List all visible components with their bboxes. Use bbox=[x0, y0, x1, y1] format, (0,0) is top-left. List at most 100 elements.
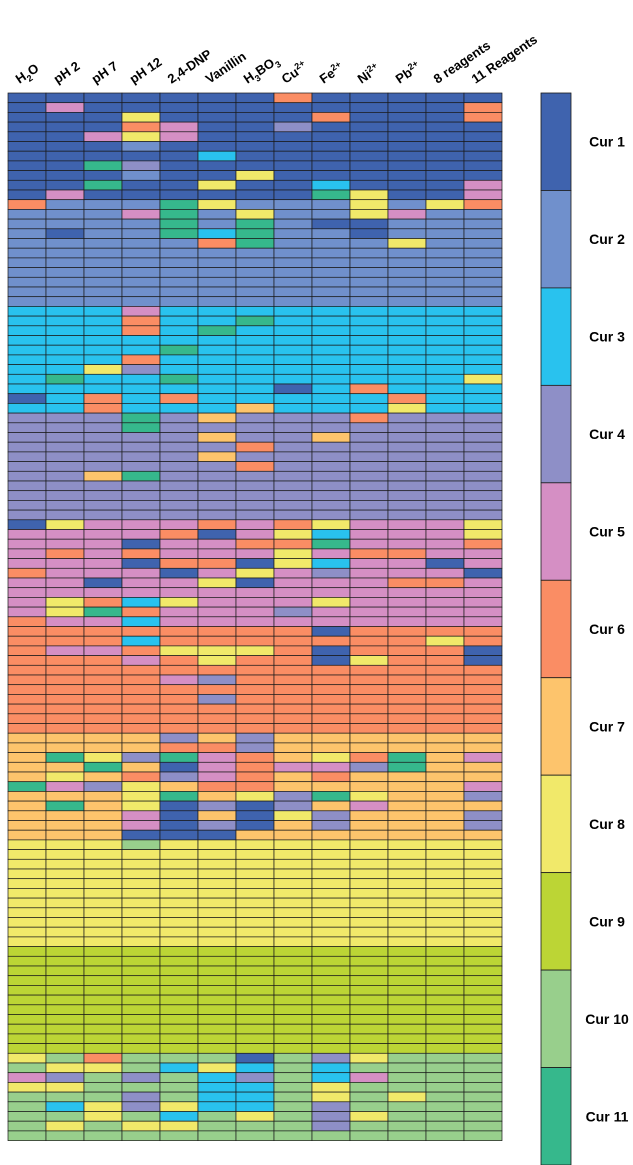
heatmap-cell bbox=[311, 228, 351, 239]
heatmap-cell bbox=[83, 917, 123, 928]
heatmap-cell bbox=[311, 839, 351, 850]
heatmap-cell bbox=[463, 820, 503, 831]
heatmap-cell bbox=[45, 461, 85, 472]
heatmap-cell bbox=[159, 829, 199, 841]
heatmap-cell bbox=[83, 1130, 123, 1141]
heatmap-cell bbox=[349, 548, 389, 559]
heatmap-cell bbox=[425, 1052, 465, 1064]
heatmap-cell bbox=[83, 538, 123, 550]
heatmap-cell bbox=[425, 694, 465, 705]
legend-label: Cur 7 bbox=[589, 718, 625, 734]
heatmap-cell bbox=[311, 102, 351, 113]
heatmap-cell bbox=[45, 364, 85, 375]
heatmap-cell bbox=[159, 868, 199, 880]
heatmap-cell bbox=[311, 703, 351, 715]
heatmap-cell bbox=[349, 306, 389, 317]
heatmap-cell bbox=[311, 1120, 351, 1132]
heatmap-cell bbox=[273, 209, 313, 220]
heatmap-row bbox=[7, 150, 503, 162]
heatmap-cell bbox=[273, 616, 313, 627]
heatmap-cell bbox=[45, 858, 85, 870]
heatmap-cell bbox=[197, 335, 237, 346]
heatmap-cell bbox=[349, 209, 389, 220]
heatmap-cell bbox=[7, 470, 47, 482]
heatmap-cell bbox=[235, 752, 275, 763]
heatmap-cell bbox=[83, 344, 123, 356]
heatmap-cell bbox=[83, 703, 123, 715]
heatmap-cell bbox=[197, 616, 237, 627]
heatmap-cell bbox=[83, 238, 123, 249]
heatmap-cell bbox=[121, 587, 161, 598]
heatmap-cell bbox=[349, 878, 389, 889]
heatmap-cell bbox=[387, 577, 427, 589]
heatmap-cell bbox=[463, 1120, 503, 1132]
heatmap-cell bbox=[235, 1091, 275, 1103]
heatmap-cell bbox=[83, 150, 123, 162]
heatmap-cell bbox=[463, 470, 503, 482]
heatmap-cell bbox=[387, 238, 427, 249]
heatmap-cell bbox=[273, 1120, 313, 1132]
heatmap-cell bbox=[235, 1120, 275, 1132]
heatmap-cell bbox=[425, 112, 465, 123]
heatmap-cell bbox=[235, 412, 275, 424]
heatmap-cell bbox=[349, 1043, 389, 1054]
heatmap-cell bbox=[7, 276, 47, 288]
heatmap-row bbox=[7, 878, 503, 889]
heatmap-cell bbox=[159, 655, 199, 666]
heatmap-cell bbox=[45, 1052, 85, 1064]
heatmap-cell bbox=[463, 1004, 503, 1015]
heatmap-cell bbox=[159, 412, 199, 424]
heatmap-row bbox=[7, 121, 503, 133]
heatmap-cell bbox=[83, 858, 123, 870]
heatmap-cell bbox=[387, 383, 427, 395]
heatmap-cell bbox=[159, 189, 199, 201]
heatmap-cell bbox=[425, 325, 465, 336]
heatmap-cell bbox=[7, 567, 47, 579]
heatmap-cell bbox=[349, 519, 389, 530]
heatmap-cell bbox=[273, 509, 313, 521]
heatmap-row bbox=[7, 1082, 503, 1093]
legend-swatch bbox=[540, 190, 572, 289]
heatmap-cell bbox=[235, 218, 275, 230]
heatmap-cell bbox=[121, 1091, 161, 1103]
heatmap-cell bbox=[387, 664, 427, 676]
heatmap-row bbox=[7, 1014, 503, 1025]
heatmap-cell bbox=[273, 791, 313, 802]
heatmap-cell bbox=[349, 364, 389, 375]
heatmap-cell bbox=[387, 597, 427, 608]
heatmap-cell bbox=[159, 548, 199, 559]
column-label: H2O bbox=[13, 60, 43, 89]
heatmap-cell bbox=[159, 1091, 199, 1103]
heatmap-cell bbox=[197, 325, 237, 336]
heatmap-cell bbox=[311, 606, 351, 618]
heatmap-row bbox=[7, 344, 503, 356]
heatmap-cell bbox=[197, 723, 237, 734]
heatmap-row bbox=[7, 694, 503, 705]
heatmap-cell bbox=[463, 926, 503, 938]
heatmap-cell bbox=[83, 888, 123, 899]
heatmap-cell bbox=[235, 868, 275, 880]
heatmap-row bbox=[7, 888, 503, 899]
heatmap-row bbox=[7, 179, 503, 191]
heatmap-cell bbox=[273, 645, 313, 656]
heatmap-cell bbox=[273, 160, 313, 171]
heatmap-cell bbox=[83, 616, 123, 627]
heatmap-cell bbox=[349, 490, 389, 501]
heatmap-cell bbox=[425, 500, 465, 511]
heatmap-cell bbox=[235, 509, 275, 521]
heatmap-cell bbox=[7, 315, 47, 327]
heatmap-cell bbox=[311, 141, 351, 152]
heatmap-cell bbox=[463, 858, 503, 870]
heatmap-cell bbox=[45, 529, 85, 540]
heatmap-cell bbox=[349, 131, 389, 142]
heatmap-cell bbox=[7, 267, 47, 278]
heatmap-cell bbox=[387, 519, 427, 530]
heatmap-cell bbox=[311, 267, 351, 278]
heatmap-cell bbox=[197, 907, 237, 918]
heatmap-cell bbox=[7, 1120, 47, 1132]
heatmap-cell bbox=[197, 150, 237, 162]
heatmap-cell bbox=[463, 286, 503, 298]
heatmap-cell bbox=[349, 975, 389, 986]
heatmap-cell bbox=[311, 567, 351, 579]
heatmap-row bbox=[7, 791, 503, 802]
